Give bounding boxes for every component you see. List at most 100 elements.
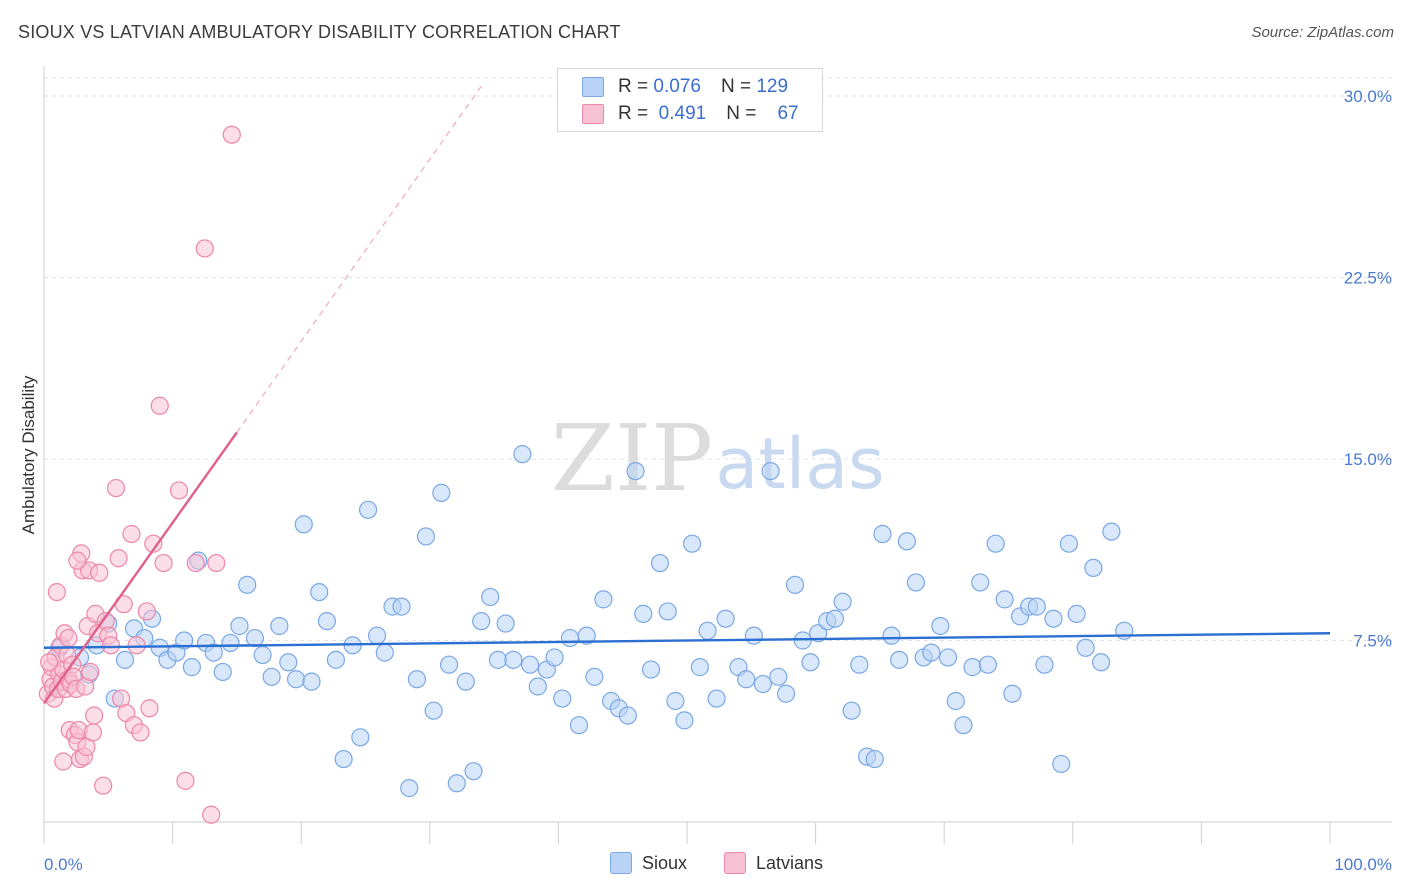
sioux-point-61 <box>560 628 580 648</box>
bottom-legend-sioux: Sioux <box>610 852 687 874</box>
latvians-point-49 <box>131 723 150 742</box>
sioux-point-48 <box>456 672 475 691</box>
sioux-point-95 <box>842 701 861 720</box>
bottom-legend-latvians: Latvians <box>724 852 823 874</box>
sioux-point-93 <box>825 609 844 628</box>
sioux-point-30 <box>310 582 329 602</box>
sioux-point-86 <box>769 667 788 686</box>
sioux-point-74 <box>666 691 685 711</box>
sioux-point-6 <box>115 650 135 669</box>
sioux-point-85 <box>761 462 780 481</box>
sioux-point-106 <box>931 616 950 636</box>
sioux-legend-label: Sioux <box>642 852 688 873</box>
latvians-point-65 <box>40 653 59 672</box>
sioux-point-45 <box>432 483 451 502</box>
trend-lines <box>43 85 1331 705</box>
gridlines <box>44 77 1392 641</box>
sioux-point-90 <box>801 653 820 672</box>
sioux-point-99 <box>873 524 892 544</box>
latvians-point-33 <box>83 723 102 742</box>
sioux-point-38 <box>375 643 394 662</box>
latvians-point-58 <box>195 239 214 258</box>
latvians-point-62 <box>85 706 104 725</box>
sioux-point-105 <box>922 643 941 662</box>
sioux-point-35 <box>351 728 370 747</box>
sioux-point-69 <box>626 462 645 481</box>
y-tick-label-2: 22.5% <box>1344 269 1392 288</box>
y-tick-label-3: 30.0% <box>1344 87 1392 106</box>
sioux-legend-swatch <box>610 852 632 874</box>
latvians-r-value: 0.491 <box>658 103 707 124</box>
sioux-point-23 <box>253 645 272 665</box>
sioux-n-label: N = <box>720 76 752 97</box>
sioux-point-52 <box>488 650 508 669</box>
sioux-point-18 <box>213 662 232 682</box>
sioux-point-37 <box>367 626 387 645</box>
x-tick-label-min: 0.0% <box>44 855 83 874</box>
tick-labels: 7.5% 15.0% 22.5% 30.0% 0.0% 100.0% <box>44 87 1392 874</box>
sioux-point-75 <box>675 711 694 730</box>
latvians-point-63 <box>59 628 78 648</box>
sioux-point-121 <box>1052 754 1071 774</box>
sioux-point-24 <box>262 667 281 686</box>
sioux-point-127 <box>1102 522 1121 541</box>
latvians-point-61 <box>222 125 241 144</box>
sioux-point-71 <box>641 660 661 679</box>
sioux-point-83 <box>744 626 763 645</box>
latvians-point-6 <box>47 582 66 602</box>
sioux-point-32 <box>326 650 346 669</box>
sioux-point-70 <box>634 604 653 623</box>
latvians-point-46 <box>122 524 141 544</box>
sioux-point-53 <box>496 614 515 633</box>
latvians-point-32 <box>81 662 100 682</box>
sioux-point-125 <box>1084 558 1103 578</box>
sioux-point-76 <box>683 534 702 553</box>
sioux-point-44 <box>424 701 443 720</box>
sioux-point-20 <box>230 616 249 636</box>
sioux-point-55 <box>513 445 532 464</box>
sioux-point-82 <box>737 670 756 689</box>
sioux-point-22 <box>245 628 265 648</box>
sioux-point-43 <box>416 527 436 546</box>
watermark-zip: ZIP <box>551 405 713 512</box>
sioux-swatch <box>582 77 604 97</box>
sioux-point-94 <box>833 592 852 611</box>
latvians-points <box>38 125 241 824</box>
sioux-point-113 <box>986 534 1005 553</box>
latvians-point-66 <box>54 752 73 771</box>
sioux-point-19 <box>221 633 240 653</box>
sioux-point-101 <box>890 650 909 669</box>
sioux-point-17 <box>204 643 223 662</box>
sioux-point-13 <box>175 631 194 650</box>
sioux-point-80 <box>716 609 735 628</box>
sioux-point-110 <box>963 658 982 677</box>
source-note: Source: ZipAtlas.com <box>1251 24 1394 41</box>
sioux-point-91 <box>809 624 828 643</box>
sioux-point-102 <box>897 532 917 551</box>
sioux-point-54 <box>504 650 523 669</box>
sioux-point-41 <box>400 779 419 798</box>
legend-row-sioux: R = 0.076 N = 129 <box>582 75 788 99</box>
sioux-point-27 <box>286 670 306 689</box>
sioux-point-72 <box>650 553 670 573</box>
latvians-point-64 <box>68 551 87 570</box>
sioux-point-31 <box>317 612 337 631</box>
sioux-point-78 <box>698 621 717 640</box>
latvians-legend-swatch <box>724 852 746 874</box>
sioux-point-25 <box>270 616 289 636</box>
sioux-point-89 <box>793 631 812 650</box>
latvians-point-48 <box>127 636 146 655</box>
sioux-point-114 <box>995 590 1014 609</box>
chart-title: SIOUX VS LATVIAN AMBULATORY DISABILITY C… <box>18 22 621 42</box>
sioux-point-60 <box>553 689 572 708</box>
sioux-point-62 <box>569 716 589 735</box>
sioux-point-28 <box>294 515 313 534</box>
sioux-point-21 <box>238 575 257 594</box>
sioux-point-96 <box>850 655 869 674</box>
latvians-point-52 <box>144 534 163 553</box>
latvians-r-label: R = <box>618 103 649 124</box>
sioux-point-118 <box>1027 597 1046 616</box>
latvians-swatch <box>582 104 604 124</box>
sioux-point-119 <box>1035 655 1054 674</box>
